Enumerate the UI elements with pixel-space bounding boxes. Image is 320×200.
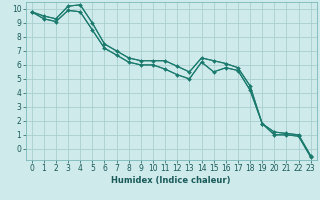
X-axis label: Humidex (Indice chaleur): Humidex (Indice chaleur) [111, 176, 231, 185]
